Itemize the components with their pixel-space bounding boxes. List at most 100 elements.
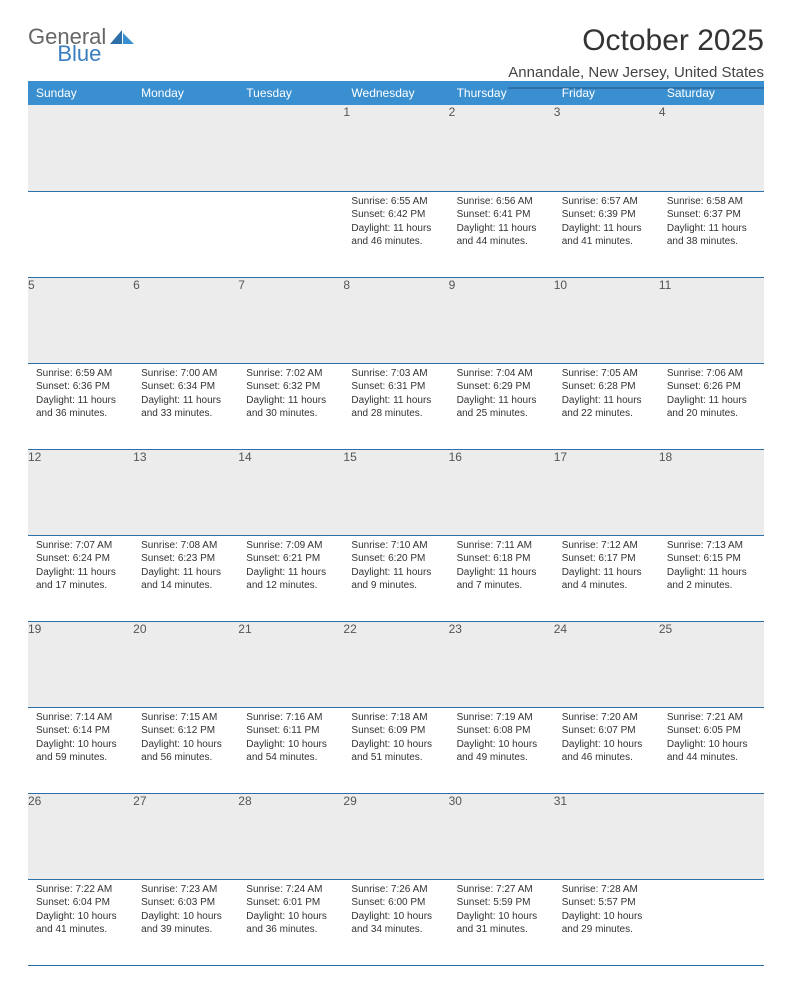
- day-cell-body: Sunrise: 7:08 AMSunset: 6:23 PMDaylight:…: [133, 536, 238, 599]
- day-cell: Sunrise: 7:06 AMSunset: 6:26 PMDaylight:…: [659, 363, 764, 449]
- sunrise-line: Sunrise: 6:59 AM: [36, 367, 125, 381]
- day-cell: Sunrise: 7:14 AMSunset: 6:14 PMDaylight:…: [28, 707, 133, 793]
- day-number: [659, 793, 764, 879]
- sunrise-line: Sunrise: 7:05 AM: [562, 367, 651, 381]
- sunrise-line: Sunrise: 7:07 AM: [36, 539, 125, 553]
- day-number: 29: [343, 793, 448, 879]
- sunset-line: Sunset: 6:32 PM: [246, 380, 335, 394]
- sunrise-line: Sunrise: 7:21 AM: [667, 711, 756, 725]
- day-cell-body: Sunrise: 7:00 AMSunset: 6:34 PMDaylight:…: [133, 364, 238, 427]
- day-cell-body: Sunrise: 7:26 AMSunset: 6:00 PMDaylight:…: [343, 880, 448, 943]
- sunrise-line: Sunrise: 7:02 AM: [246, 367, 335, 381]
- day-number: 24: [554, 621, 659, 707]
- day-cell: Sunrise: 7:19 AMSunset: 6:08 PMDaylight:…: [449, 707, 554, 793]
- daylight-line: Daylight: 11 hours and 33 minutes.: [141, 394, 230, 421]
- day-cell: Sunrise: 6:58 AMSunset: 6:37 PMDaylight:…: [659, 191, 764, 277]
- day-number: [238, 105, 343, 191]
- sunset-line: Sunset: 6:24 PM: [36, 552, 125, 566]
- sunset-line: Sunset: 6:18 PM: [457, 552, 546, 566]
- sunset-line: Sunset: 6:15 PM: [667, 552, 756, 566]
- daylight-line: Daylight: 11 hours and 38 minutes.: [667, 222, 756, 249]
- day-number-row: 262728293031: [28, 793, 764, 879]
- day-cell: Sunrise: 7:03 AMSunset: 6:31 PMDaylight:…: [343, 363, 448, 449]
- daylight-line: Daylight: 10 hours and 44 minutes.: [667, 738, 756, 765]
- sunrise-line: Sunrise: 7:13 AM: [667, 539, 756, 553]
- day-cell-body: Sunrise: 7:21 AMSunset: 6:05 PMDaylight:…: [659, 708, 764, 771]
- day-cell: Sunrise: 7:00 AMSunset: 6:34 PMDaylight:…: [133, 363, 238, 449]
- day-number: [133, 105, 238, 191]
- day-number: 28: [238, 793, 343, 879]
- day-cell: Sunrise: 7:09 AMSunset: 6:21 PMDaylight:…: [238, 535, 343, 621]
- day-cell-body: Sunrise: 7:27 AMSunset: 5:59 PMDaylight:…: [449, 880, 554, 943]
- day-number: [28, 105, 133, 191]
- day-cell-body: Sunrise: 7:07 AMSunset: 6:24 PMDaylight:…: [28, 536, 133, 599]
- week-row: Sunrise: 6:59 AMSunset: 6:36 PM Daylight:…: [28, 363, 764, 449]
- day-cell-body: Sunrise: 7:14 AMSunset: 6:14 PMDaylight:…: [28, 708, 133, 771]
- day-number: 2: [449, 105, 554, 191]
- daylight-line: Daylight: 11 hours and 2 minutes.: [667, 566, 756, 593]
- day-number: 3: [554, 105, 659, 191]
- daylight-line: Daylight: 10 hours and 29 minutes.: [562, 910, 651, 937]
- sunset-line: Sunset: 6:17 PM: [562, 552, 651, 566]
- day-number: 5: [28, 277, 133, 363]
- daylight-line: Daylight: 11 hours and 25 minutes.: [457, 394, 546, 421]
- sunrise-line: Sunrise: 7:27 AM: [457, 883, 546, 897]
- sunset-line: Sunset: 6:07 PM: [562, 724, 651, 738]
- sunrise-line: Sunrise: 7:12 AM: [562, 539, 651, 553]
- day-header: Wednesday: [343, 81, 448, 105]
- day-cell: Sunrise: 6:57 AMSunset: 6:39 PMDaylight:…: [554, 191, 659, 277]
- day-cell: Sunrise: 6:59 AMSunset: 6:36 PMDaylight:…: [28, 363, 133, 449]
- day-cell: [238, 191, 343, 277]
- day-number: 26: [28, 793, 133, 879]
- sunrise-line: Sunrise: 7:11 AM: [457, 539, 546, 553]
- sunset-line: Sunset: 6:21 PM: [246, 552, 335, 566]
- sunrise-line: Sunrise: 7:18 AM: [351, 711, 440, 725]
- sunset-line: Sunset: 6:37 PM: [667, 208, 756, 222]
- sunrise-line: Sunrise: 7:22 AM: [36, 883, 125, 897]
- day-number: 13: [133, 449, 238, 535]
- daylight-line: Daylight: 10 hours and 49 minutes.: [457, 738, 546, 765]
- daylight-line: Daylight: 10 hours and 51 minutes.: [351, 738, 440, 765]
- sunrise-line: Sunrise: 6:57 AM: [562, 195, 651, 209]
- sunrise-line: Sunrise: 7:15 AM: [141, 711, 230, 725]
- day-header: Sunday: [28, 81, 133, 105]
- week-row: Sunrise: 6:55 AMSunset: 6:42 PMDaylight:…: [28, 191, 764, 277]
- day-cell: Sunrise: 7:27 AMSunset: 5:59 PMDaylight:…: [449, 879, 554, 965]
- day-cell-body: Sunrise: 7:22 AMSunset: 6:04 PMDaylight:…: [28, 880, 133, 943]
- day-cell: Sunrise: 7:05 AMSunset: 6:28 PMDaylight:…: [554, 363, 659, 449]
- day-cell-body: Sunrise: 7:03 AMSunset: 6:31 PMDaylight:…: [343, 364, 448, 427]
- day-cell-body: Sunrise: 7:02 AMSunset: 6:32 PMDaylight:…: [238, 364, 343, 427]
- sunset-line: Sunset: 6:29 PM: [457, 380, 546, 394]
- day-number: 19: [28, 621, 133, 707]
- day-cell-body: Sunrise: 6:55 AMSunset: 6:42 PMDaylight:…: [343, 192, 448, 255]
- day-cell: Sunrise: 7:04 AMSunset: 6:29 PMDaylight:…: [449, 363, 554, 449]
- day-number: 1: [343, 105, 448, 191]
- sunrise-line: Sunrise: 7:24 AM: [246, 883, 335, 897]
- day-cell-body: Sunrise: 6:56 AMSunset: 6:41 PMDaylight:…: [449, 192, 554, 255]
- sunrise-line: Sunrise: 7:26 AM: [351, 883, 440, 897]
- daylight-line: Daylight: 11 hours and 14 minutes.: [141, 566, 230, 593]
- day-cell-body: Sunrise: 7:16 AMSunset: 6:11 PMDaylight:…: [238, 708, 343, 771]
- day-cell-body: Sunrise: 7:04 AMSunset: 6:29 PMDaylight:…: [449, 364, 554, 427]
- daylight-line: Daylight: 11 hours and 20 minutes.: [667, 394, 756, 421]
- daylight-line: Daylight: 11 hours and 7 minutes.: [457, 566, 546, 593]
- day-cell: Sunrise: 6:55 AMSunset: 6:42 PMDaylight:…: [343, 191, 448, 277]
- sunset-line: Sunset: 6:41 PM: [457, 208, 546, 222]
- day-cell: Sunrise: 7:21 AMSunset: 6:05 PMDaylight:…: [659, 707, 764, 793]
- sunrise-line: Sunrise: 7:06 AM: [667, 367, 756, 381]
- day-header: Tuesday: [238, 81, 343, 105]
- sunrise-line: Sunrise: 7:00 AM: [141, 367, 230, 381]
- sunset-line: Sunset: 6:36 PM: [36, 380, 125, 394]
- day-number: 6: [133, 277, 238, 363]
- day-number: 16: [449, 449, 554, 535]
- sunrise-line: Sunrise: 7:10 AM: [351, 539, 440, 553]
- sunrise-line: Sunrise: 7:20 AM: [562, 711, 651, 725]
- day-cell: Sunrise: 7:18 AMSunset: 6:09 PMDaylight:…: [343, 707, 448, 793]
- sunset-line: Sunset: 6:12 PM: [141, 724, 230, 738]
- day-number: 30: [449, 793, 554, 879]
- daylight-line: Daylight: 11 hours and 12 minutes.: [246, 566, 335, 593]
- day-cell-body: Sunrise: 7:13 AMSunset: 6:15 PMDaylight:…: [659, 536, 764, 599]
- day-cell-body: Sunrise: 7:20 AMSunset: 6:07 PMDaylight:…: [554, 708, 659, 771]
- sunrise-line: Sunrise: 7:28 AM: [562, 883, 651, 897]
- sunrise-line: Sunrise: 7:09 AM: [246, 539, 335, 553]
